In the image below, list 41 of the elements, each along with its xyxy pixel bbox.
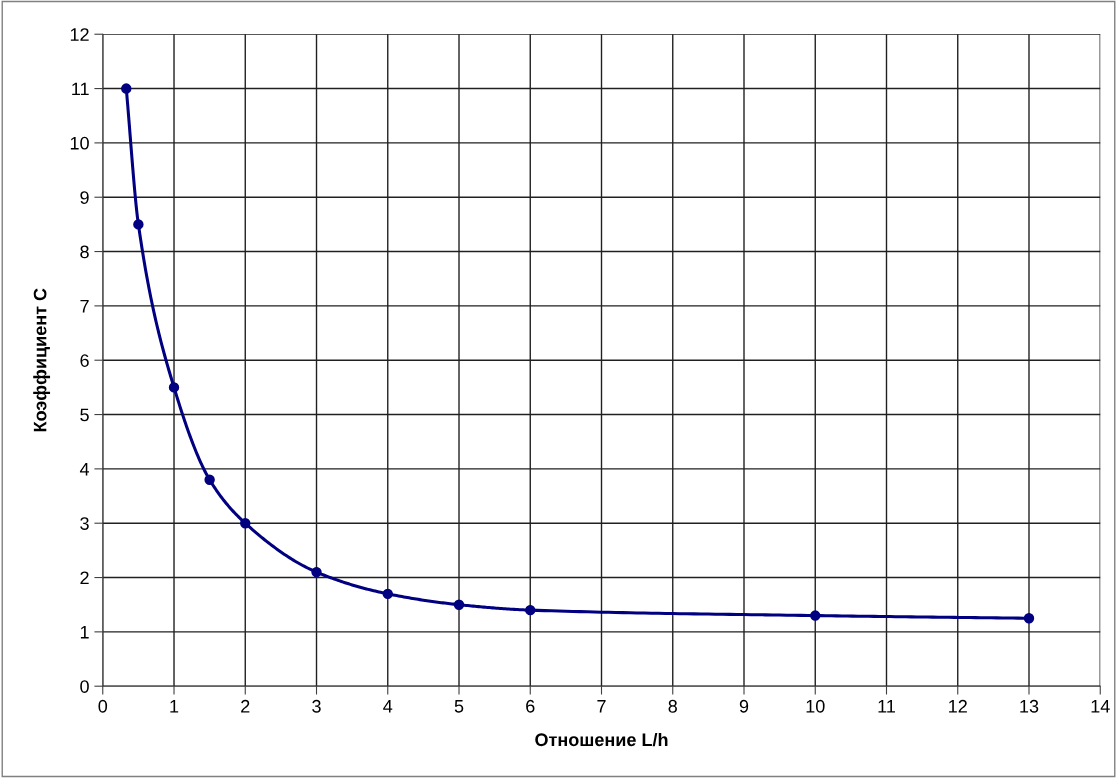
x-tick-label: 13	[1020, 699, 1039, 713]
x-tick-label: 7	[597, 700, 606, 713]
y-tick-label: 8	[80, 245, 89, 259]
x-tick-label: 6	[526, 699, 535, 713]
y-tick-label: 4	[79, 463, 90, 476]
x-tick-label: 14	[1091, 700, 1110, 713]
point	[453, 599, 465, 610]
y-tick-label: 7	[80, 300, 89, 313]
y-tick-label: 2	[80, 571, 89, 585]
x-axis-title: Отношение L/h	[535, 732, 668, 747]
point	[525, 604, 536, 616]
y-axis-title: Коэффициент С	[33, 288, 51, 432]
y-tick-label: 6	[80, 354, 89, 367]
point	[133, 219, 144, 230]
x-tick-label: 0	[98, 699, 108, 713]
x-tick-label: 11	[878, 700, 895, 713]
point	[204, 474, 215, 485]
y-tick-label: 5	[80, 408, 89, 422]
point	[810, 610, 821, 621]
x-tick-label: 8	[668, 699, 677, 713]
x-tick-label: 3	[312, 699, 321, 713]
point	[1023, 613, 1035, 624]
y-tick-label: 3	[80, 517, 89, 530]
x-tick-label: 1	[170, 700, 179, 713]
y-tick-label: 1	[80, 625, 89, 639]
y-tick-label: 12	[70, 28, 89, 41]
x-tick-label: 5	[454, 700, 464, 713]
x-tick-label: 12	[949, 699, 967, 713]
x-tick-label: 2	[241, 699, 250, 713]
point	[168, 382, 180, 393]
y-tick-label: 9	[80, 191, 89, 204]
x-tick-label: 4	[383, 700, 393, 713]
point	[382, 588, 393, 600]
point	[121, 83, 132, 94]
y-tick-label: 10	[70, 136, 89, 150]
x-tick-label: 9	[739, 699, 749, 713]
point	[311, 566, 322, 578]
y-tick-label: 0	[80, 680, 89, 693]
x-tick-label: 10	[806, 699, 825, 713]
y-tick-label: 11	[72, 82, 89, 96]
point	[240, 517, 251, 529]
